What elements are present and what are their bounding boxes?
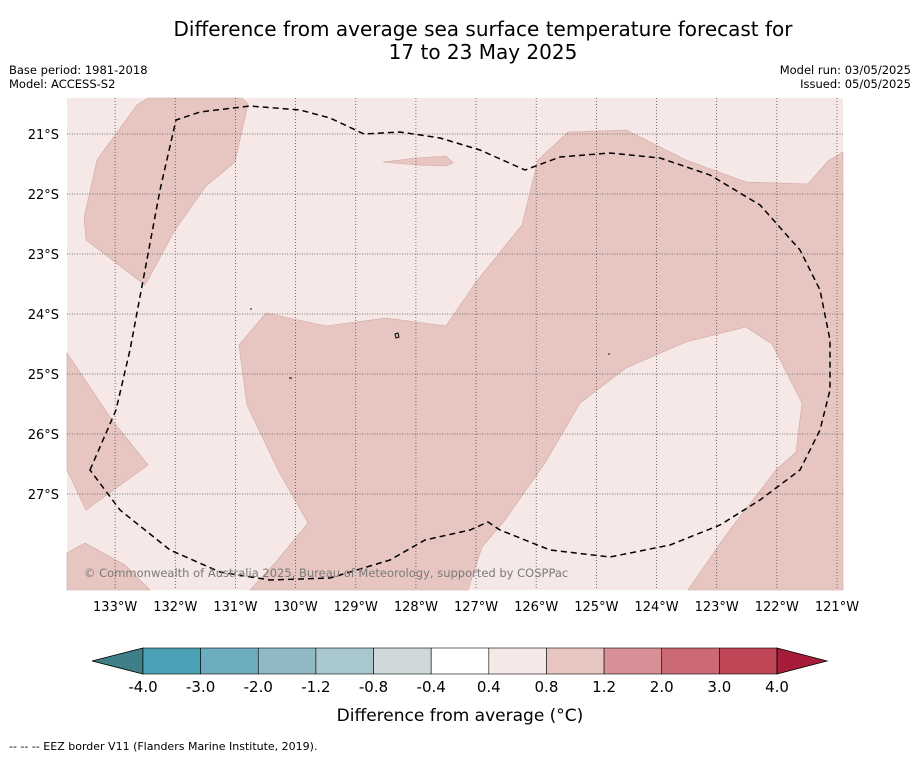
x-tick-label: 133°W — [93, 600, 137, 615]
colorbar-segment — [430, 647, 490, 675]
island — [250, 308, 252, 310]
colorbar-tick-label: 3.0 — [707, 678, 731, 696]
colorbar-tick-label: -0.8 — [359, 678, 388, 696]
colorbar — [91, 647, 829, 675]
map-credit: © Commonwealth of Australia 2025, Bureau… — [84, 566, 568, 580]
meta-right: Model run: 03/05/2025 Issued: 05/05/2025 — [780, 63, 911, 91]
x-tick-label: 123°W — [695, 600, 739, 615]
issued-date: Issued: 05/05/2025 — [800, 77, 911, 91]
grid-lines-vertical — [114, 98, 838, 590]
y-tick-label: 22°S — [28, 188, 59, 203]
y-tick-label: 21°S — [28, 128, 59, 143]
colorbar-extend-high — [776, 647, 829, 675]
y-axis-labels: 21°S 22°S 23°S 24°S 25°S 26°S 27°S — [28, 128, 59, 503]
colorbar-segment — [257, 647, 317, 675]
x-tick-label: 128°W — [394, 600, 438, 615]
island — [608, 353, 610, 355]
y-tick-label: 27°S — [28, 488, 59, 503]
y-tick-label: 26°S — [28, 428, 59, 443]
colorbar-tick-label: 0.8 — [535, 678, 559, 696]
chart-title: Difference from average sea surface temp… — [0, 18, 919, 64]
colorbar-tick-label: 4.0 — [765, 678, 789, 696]
model-name: Model: ACCESS-S2 — [9, 77, 116, 91]
colorbar-tick-labels: -4.0 -3.0 -2.0 -1.2 -0.8 -0.4 0.4 0.8 1.2 2.0 3.0 4… — [128, 678, 789, 696]
islands — [250, 308, 610, 379]
colorbar-extend-low — [91, 647, 144, 675]
x-tick-label: 121°W — [815, 600, 859, 615]
x-axis-labels: 133°W 132°W 131°W 130°W 129°W 128°W 127°W 126°W… — [93, 600, 859, 615]
base-period: Base period: 1981-2018 — [9, 63, 148, 77]
colorbar-tick-label: 0.4 — [477, 678, 501, 696]
eez-border-dashed — [89, 105, 831, 581]
anomaly-region-sw — [66, 542, 151, 591]
colorbar-tick-label: -4.0 — [128, 678, 157, 696]
colorbar-segment — [488, 647, 547, 675]
x-tick-label: 125°W — [574, 600, 618, 615]
colorbar-tick-label: 1.2 — [592, 678, 616, 696]
colorbar-tick-label: -1.2 — [301, 678, 330, 696]
x-tick-label: 130°W — [274, 600, 318, 615]
chart-title-line2: 17 to 23 May 2025 — [388, 40, 578, 64]
y-tick-label: 25°S — [28, 368, 59, 383]
grid-lines-horizontal — [67, 133, 843, 495]
colorbar-label: Difference from average (°C) — [337, 706, 584, 726]
colorbar-tick-label: -3.0 — [186, 678, 215, 696]
colorbar-segment — [661, 647, 720, 675]
colorbar-segment — [142, 647, 201, 675]
x-tick-label: 124°W — [634, 600, 678, 615]
colorbar-segment — [200, 647, 259, 675]
x-tick-label: 126°W — [514, 600, 558, 615]
colorbar-tick-label: -2.0 — [244, 678, 273, 696]
anomaly-region-main — [238, 129, 844, 591]
x-tick-label: 132°W — [153, 600, 197, 615]
colorbar-tick-label: -0.4 — [417, 678, 446, 696]
anomaly-region-nw — [83, 97, 249, 286]
colorbar-segment — [315, 647, 374, 675]
x-tick-label: 122°W — [755, 600, 799, 615]
colorbar-segment — [719, 647, 778, 675]
footer-note: -- -- -- EEZ border V11 (Flanders Marine… — [9, 740, 318, 753]
x-tick-label: 131°W — [213, 600, 257, 615]
colorbar-segment — [373, 647, 432, 675]
chart-title-line1: Difference from average sea surface temp… — [173, 17, 793, 41]
island — [394, 332, 400, 339]
colorbar-segment — [546, 647, 605, 675]
x-tick-label: 127°W — [454, 600, 498, 615]
y-tick-label: 24°S — [28, 308, 59, 323]
meta-left: Base period: 1981-2018 Model: ACCESS-S2 — [9, 63, 148, 91]
model-run: Model run: 03/05/2025 — [779, 63, 911, 77]
x-tick-label: 129°W — [334, 600, 378, 615]
y-tick-label: 23°S — [28, 248, 59, 263]
colorbar-segment — [603, 647, 663, 675]
colorbar-tick-label: 2.0 — [650, 678, 674, 696]
